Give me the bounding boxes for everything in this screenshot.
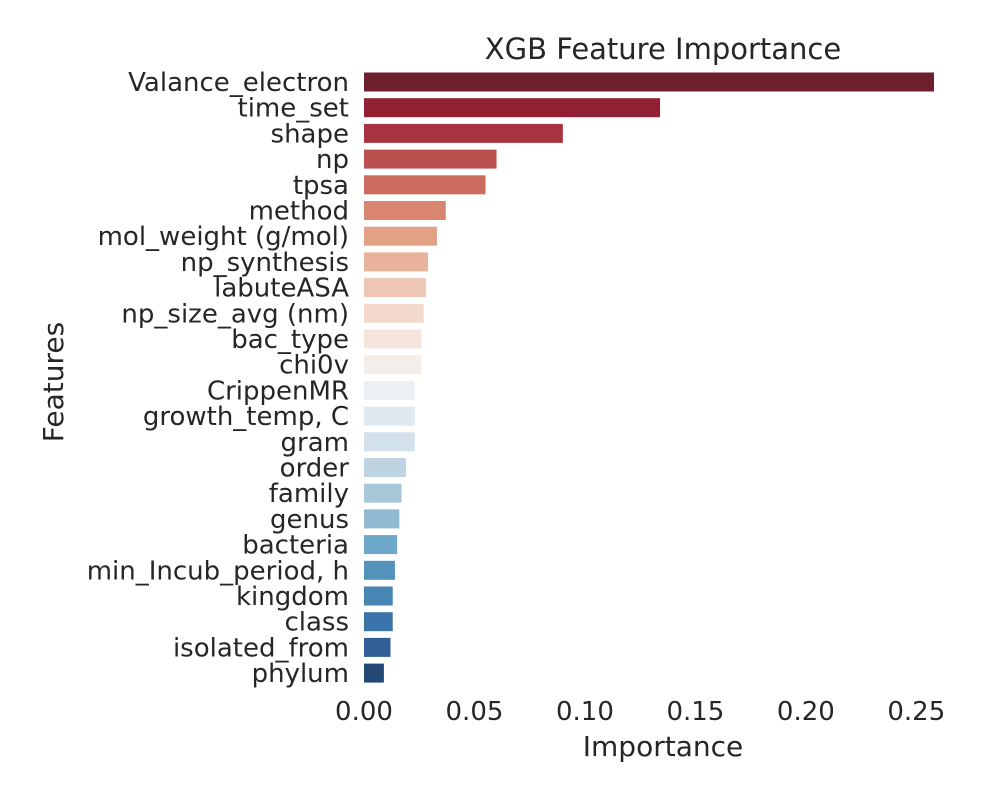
- category-label-5: method: [249, 197, 349, 227]
- bar-8: [364, 278, 426, 298]
- category-label-11: chi0v: [279, 351, 349, 381]
- bar-5: [364, 201, 446, 220]
- category-label-2: shape: [271, 119, 349, 149]
- category-label-17: genus: [270, 505, 349, 535]
- bar-16: [364, 483, 402, 503]
- bar-19: [364, 560, 395, 580]
- category-label-16: family: [269, 479, 349, 509]
- category-label-4: tpsa: [293, 171, 349, 201]
- category-label-1: time_set: [238, 94, 349, 124]
- category-label-23: phylum: [252, 659, 349, 689]
- category-label-10: bac_type: [231, 325, 349, 355]
- category-label-18: bacteria: [242, 531, 349, 561]
- category-label-20: kingdom: [236, 582, 349, 612]
- x-tick-label-3: 0.15: [666, 697, 724, 727]
- bar-21: [364, 612, 393, 632]
- category-label-8: labuteASA: [214, 274, 349, 304]
- x-tick-label-4: 0.20: [777, 697, 835, 727]
- bar-6: [364, 226, 437, 246]
- bar-2: [364, 123, 563, 143]
- bar-18: [364, 535, 398, 555]
- category-label-7: np_synthesis: [181, 248, 349, 278]
- x-tick-label-1: 0.05: [446, 697, 504, 727]
- chart-title: XGB Feature Importance: [485, 32, 841, 66]
- bar-14: [364, 432, 415, 452]
- x-axis-label: Importance: [583, 730, 743, 763]
- category-label-19: min_Incub_period, h: [87, 556, 349, 586]
- bar-22: [364, 637, 391, 657]
- x-tick-label-2: 0.10: [556, 697, 614, 727]
- bars-group: [364, 72, 934, 683]
- bar-12: [364, 380, 415, 400]
- x-tick-label-0: 0.00: [335, 697, 393, 727]
- bar-4: [364, 175, 486, 195]
- y-axis-label: Features: [37, 322, 70, 442]
- x-tick-label-5: 0.25: [887, 697, 945, 727]
- category-labels: Valance_electrontime_setshapenptpsametho…: [87, 68, 350, 689]
- category-label-13: growth_temp, C: [143, 402, 349, 432]
- bar-23: [364, 663, 384, 683]
- bar-10: [364, 329, 422, 349]
- category-label-22: isolated_from: [173, 633, 349, 663]
- bar-11: [364, 355, 422, 375]
- bar-1: [364, 98, 661, 118]
- bar-20: [364, 586, 393, 606]
- bar-3: [364, 149, 497, 169]
- category-label-6: mol_weight (g/mol): [98, 222, 349, 252]
- category-label-15: order: [280, 454, 350, 484]
- bar-17: [364, 509, 400, 529]
- bar-13: [364, 406, 415, 426]
- x-tick-labels: 0.00 0.05 0.10 0.15 0.20 0.25: [335, 697, 945, 727]
- bar-9: [364, 303, 424, 323]
- category-label-14: gram: [281, 428, 349, 458]
- category-label-0: Valance_electron: [128, 68, 349, 98]
- bar-0: [364, 72, 934, 92]
- bar-15: [364, 458, 406, 477]
- bar-7: [364, 252, 429, 272]
- category-label-9: np_size_avg (nm): [121, 299, 349, 329]
- category-label-21: class: [284, 608, 349, 638]
- category-label-3: np: [316, 145, 349, 175]
- category-label-12: CrippenMR: [207, 376, 349, 406]
